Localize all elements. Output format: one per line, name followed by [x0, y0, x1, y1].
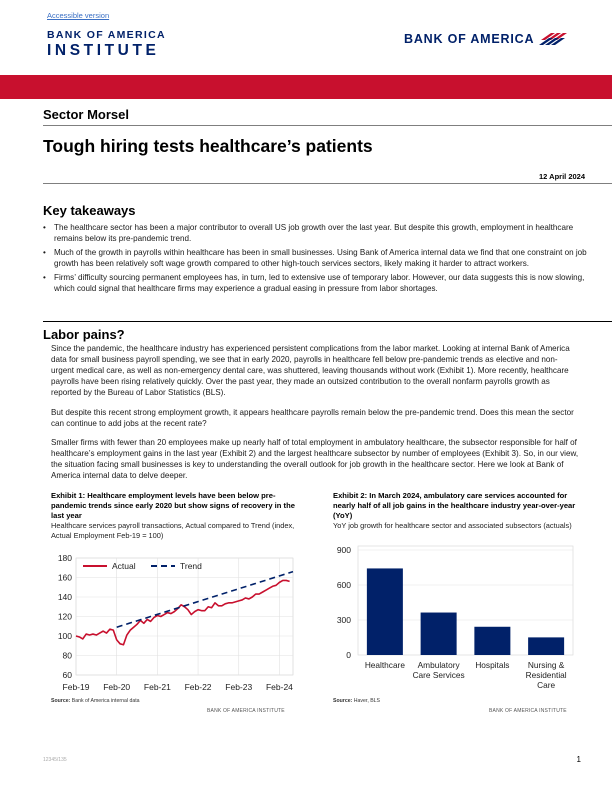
y-tick-label: 300 [337, 615, 351, 625]
y-tick-label: 120 [58, 612, 72, 622]
institute-logo-line1: BANK OF AMERICA [47, 29, 166, 41]
report-type: Sector Morsel [43, 107, 129, 122]
exhibit-1-subtitle: Healthcare services payroll transactions… [51, 521, 295, 540]
list-item: The healthcare sector has been a major c… [43, 222, 588, 244]
boa-logo-text: BANK OF AMERICA [404, 32, 535, 46]
source-text: Haver, BLS [353, 698, 381, 704]
y-tick-label: 160 [58, 573, 72, 583]
bar [474, 626, 511, 655]
exhibit-1: Exhibit 1: Healthcare employment levels … [51, 491, 296, 541]
x-category-label: Hospitals [475, 660, 509, 670]
y-tick-label: 180 [58, 553, 72, 563]
labor-pains-heading: Labor pains? [43, 327, 125, 342]
document-code: 12345/135 [43, 757, 67, 763]
key-takeaways-list: The healthcare sector has been a major c… [43, 222, 588, 297]
key-takeaways-heading: Key takeaways [43, 203, 136, 218]
exhibit-1-line-chart: 60 80 100 120 140 160 180 Feb-19 Feb-20 Feb-21 Feb… [58, 553, 294, 692]
section-divider [43, 321, 612, 322]
x-category-label: Nursing & [528, 660, 565, 670]
y-tick-label: 60 [63, 670, 73, 680]
bank-of-america-logo: BANK OF AMERICA [404, 31, 569, 47]
legend-label: Trend [180, 561, 202, 571]
bar [528, 637, 565, 655]
exhibit-1-source: Source: Bank of America internal data [51, 698, 140, 704]
bank-of-america-institute-logo: BANK OF AMERICA INSTITUTE [47, 29, 166, 60]
header-red-bar [0, 75, 612, 99]
exhibit-2-heading: Exhibit 2: In March 2024, ambulatory car… [333, 491, 576, 520]
x-tick-label: Feb-20 [103, 682, 130, 692]
exhibit-2-subtitle: YoY job growth for healthcare sector and… [333, 521, 572, 530]
x-tick-label: Feb-21 [144, 682, 171, 692]
divider [43, 183, 612, 184]
y-tick-label: 600 [337, 580, 351, 590]
x-category-label: Ambulatory [418, 660, 461, 670]
exhibit-2: Exhibit 2: In March 2024, ambulatory car… [333, 491, 578, 531]
y-tick-label: 100 [58, 631, 72, 641]
paragraph: Since the pandemic, the healthcare indus… [51, 344, 570, 397]
exhibit-2-source: Source: Haver, BLS [333, 698, 380, 704]
x-tick-label: Feb-24 [266, 682, 293, 692]
accessible-version-link[interactable]: Accessible version [47, 11, 110, 20]
source-label: Source: [333, 698, 353, 704]
divider [43, 125, 612, 126]
y-tick-label: 0 [346, 650, 351, 660]
x-category-label: Care [537, 680, 555, 690]
y-tick-label: 80 [63, 651, 73, 661]
institute-logo-line2: INSTITUTE [47, 42, 160, 59]
paragraph: Smaller firms with fewer than 20 employe… [51, 438, 579, 480]
bar [366, 568, 403, 655]
x-category-label: Healthcare [365, 660, 406, 670]
x-category-label: Care Services [413, 670, 465, 680]
source-label: Source: [51, 698, 71, 704]
report-date: 12 April 2024 [539, 172, 585, 181]
exhibit-1-credit: BANK OF AMERICA INSTITUTE [207, 708, 285, 714]
flag-icon [539, 33, 568, 45]
list-item: Firms’ difficulty sourcing permanent emp… [43, 272, 588, 294]
exhibit-2-credit: BANK OF AMERICA INSTITUTE [489, 708, 567, 714]
source-text: Bank of America internal data [71, 698, 140, 704]
x-tick-label: Feb-19 [63, 682, 90, 692]
y-tick-label: 140 [58, 592, 72, 602]
x-tick-label: Feb-22 [185, 682, 212, 692]
series-line-actual [75, 579, 290, 646]
exhibit-1-heading: Exhibit 1: Healthcare employment levels … [51, 491, 295, 520]
list-item: Much of the growth in payrolls within he… [43, 247, 588, 269]
paragraph: But despite this recent strong employmen… [51, 408, 574, 428]
x-tick-label: Feb-23 [225, 682, 252, 692]
page-number: 1 [576, 755, 581, 764]
series-line-trend [116, 570, 294, 628]
bar [420, 612, 457, 655]
y-tick-label: 900 [337, 545, 351, 555]
x-category-label: Residential [526, 670, 567, 680]
page-title: Tough hiring tests healthcare’s patients [43, 136, 373, 156]
legend-label: Actual [112, 561, 136, 571]
